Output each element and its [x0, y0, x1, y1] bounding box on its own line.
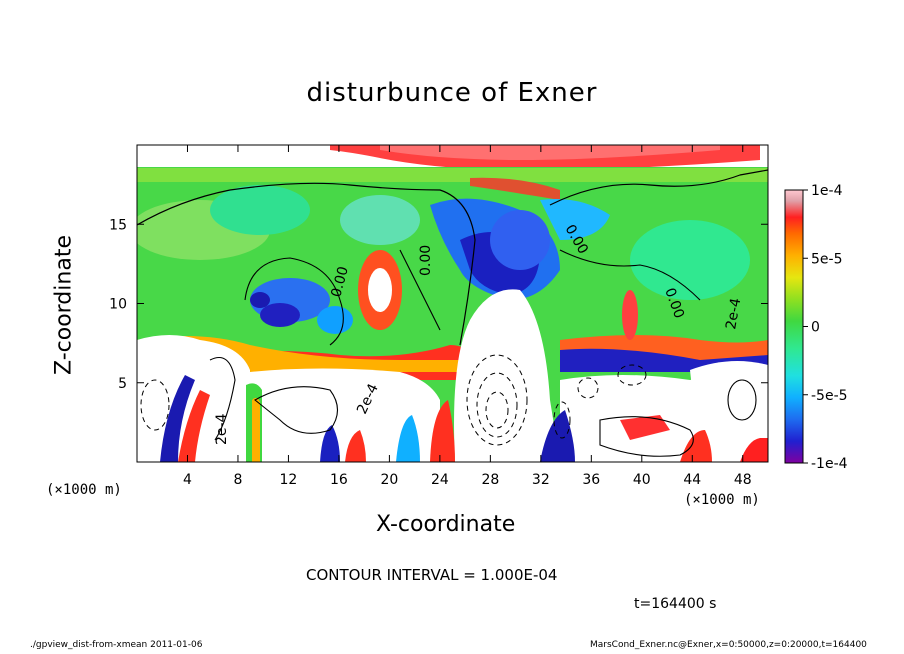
- x-tick-label: 40: [633, 472, 651, 488]
- x-tick-label: 16: [330, 472, 348, 488]
- x-tick-label: 32: [532, 472, 550, 488]
- x-tick-label: 36: [582, 472, 600, 488]
- colorbar-tick-label: -1e-4: [811, 456, 848, 472]
- x-tick-label: 8: [233, 472, 242, 488]
- y-axis: 5 10 15: [109, 217, 768, 392]
- contour-interval: CONTOUR INTERVAL = 1.000E-04: [306, 566, 558, 584]
- x-axis-unit: (×1000 m): [46, 482, 122, 498]
- x-tick-label: 48: [734, 472, 752, 488]
- x-axis: 4 8 12 16 20 24 28 32 36 40 44 48: [183, 145, 752, 488]
- contour-label: 0.00: [328, 265, 352, 299]
- colorbar-bar: [784, 189, 804, 464]
- y-axis-label: Z-coordinate: [51, 235, 77, 375]
- contour-label: 2e-4: [723, 297, 744, 331]
- y-tick-label: 10: [109, 297, 127, 313]
- footer-left: ./gpview_dist-from-xmean 2011-01-06: [30, 640, 203, 650]
- y-axis-unit: (×1000 m): [684, 492, 760, 508]
- colorbar-tick-label: -5e-5: [811, 388, 848, 404]
- contour-label: 0.00: [418, 245, 434, 276]
- heatmap-field: [137, 145, 768, 462]
- contour-label: 2e-4: [214, 413, 230, 445]
- footer-right: MarsCond_Exner.nc@Exner,x=0:50000,z=0:20…: [590, 640, 867, 650]
- x-tick-label: 24: [431, 472, 449, 488]
- x-tick-label: 4: [183, 472, 192, 488]
- y-tick-label: 5: [118, 376, 127, 392]
- x-tick-label: 28: [481, 472, 499, 488]
- timestamp: t=164400 s: [634, 596, 717, 612]
- y-tick-label: 15: [109, 217, 127, 233]
- colorbar-tick-label: 1e-4: [811, 183, 843, 199]
- colorbar-tick-label: 0: [811, 320, 820, 336]
- x-tick-label: 12: [280, 472, 298, 488]
- colorbar: 1e-4 5e-5 0 -5e-5 -1e-4: [784, 183, 848, 472]
- colorbar-tick-label: 5e-5: [811, 251, 842, 267]
- chart-title: disturbunce of Exner: [306, 78, 598, 108]
- x-tick-label: 44: [683, 472, 701, 488]
- x-tick-label: 20: [380, 472, 398, 488]
- x-axis-label: X-coordinate: [376, 512, 516, 537]
